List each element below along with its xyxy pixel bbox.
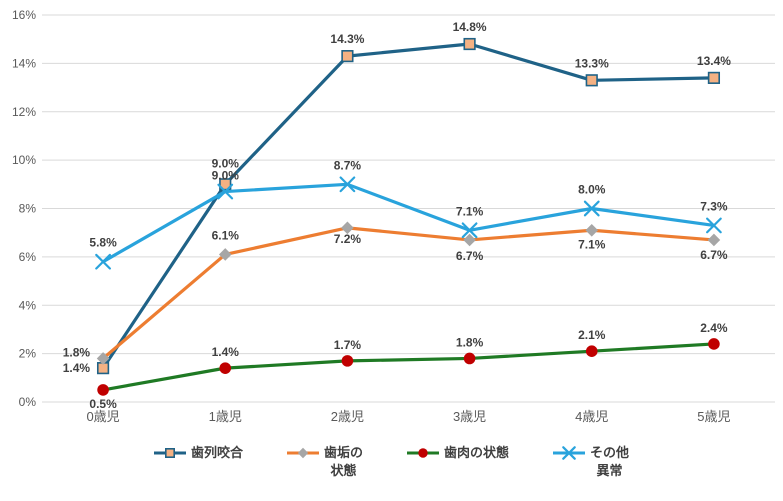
legend-x-marker-icon	[553, 446, 586, 465]
x-axis-labels: 0歳児 1歳児 2歳児 3歳児 4歳児 5歳児	[86, 409, 730, 424]
data-label: 1.7%	[334, 338, 362, 352]
data-label: 13.3%	[575, 56, 609, 70]
data-point-marker	[463, 233, 476, 247]
series-歯垢の状態	[96, 221, 721, 365]
series-その他異常	[95, 176, 722, 270]
data-point-marker	[707, 71, 721, 84]
line-chart: 0% 2% 4% 6% 8% 10% 12% 14% 16% 0歳児 1歳児 2歳児 3歳児 4歳児 5歳児…	[12, 8, 775, 424]
data-label: 5.8%	[89, 236, 117, 250]
data-labels: 1.4% 9.0% 14.3% 14.8% 13.3% 13.4% 1.8% 6.1% 7.2%…	[63, 20, 732, 411]
x-tick-label: 1歳児	[209, 409, 242, 424]
x-tick-label: 4歳児	[575, 409, 608, 424]
data-label: 7.2%	[334, 232, 362, 246]
data-label: 1.8%	[63, 345, 91, 359]
legend-diamond-marker-icon	[287, 446, 319, 465]
data-label: 8.0%	[578, 183, 606, 197]
data-point-marker	[463, 37, 476, 51]
series-line	[102, 342, 715, 392]
data-point-marker	[217, 183, 234, 200]
y-tick-label: 16%	[12, 8, 36, 22]
data-label: 1.4%	[212, 345, 240, 359]
data-point-marker	[585, 345, 598, 358]
y-tick-label: 2%	[19, 347, 37, 361]
data-point-marker	[461, 222, 478, 239]
data-point-marker	[707, 233, 721, 247]
series-line	[102, 182, 715, 264]
data-point-marker	[218, 248, 232, 261]
data-point-marker	[96, 352, 110, 365]
x-tick-label: 5歳児	[697, 409, 730, 424]
data-point-marker	[706, 217, 722, 234]
series-line	[102, 226, 715, 360]
x-tick-label: 3歳児	[453, 409, 486, 424]
legend-label-other: その他異常	[590, 445, 630, 479]
data-label: 1.4%	[63, 361, 91, 375]
data-point-marker	[585, 74, 598, 87]
y-tick-label: 8%	[19, 202, 37, 216]
data-point-marker	[583, 200, 600, 217]
data-label: 9.0%	[212, 156, 240, 170]
data-label: 14.8%	[453, 20, 487, 34]
y-axis-labels: 0% 2% 4% 6% 8% 10% 12% 14% 16%	[12, 8, 36, 409]
data-point-marker	[341, 50, 354, 63]
data-label: 1.8%	[456, 335, 484, 349]
y-tick-label: 0%	[19, 395, 37, 409]
data-point-marker	[708, 338, 720, 350]
series-line	[101, 42, 714, 370]
y-tick-label: 6%	[19, 250, 37, 264]
chart-legend: 歯列咬合 歯垢の状態 歯肉の状態 その他異常	[0, 444, 783, 480]
data-point-marker	[463, 352, 476, 365]
data-point-marker	[341, 355, 354, 367]
data-label: 7.3%	[700, 199, 728, 213]
data-label: 6.7%	[700, 248, 728, 262]
legend-item-occlusion: 歯列咬合	[153, 444, 243, 465]
x-tick-label: 2歳児	[331, 409, 364, 424]
data-label: 7.1%	[578, 237, 606, 251]
legend-label-occlusion: 歯列咬合	[190, 445, 243, 460]
data-point-marker	[95, 253, 111, 270]
data-point-marker	[219, 362, 232, 374]
data-label: 6.7%	[456, 249, 484, 263]
data-point-marker	[97, 384, 109, 396]
y-tick-label: 4%	[19, 298, 37, 312]
data-label: 6.1%	[212, 228, 240, 242]
x-tick-label: 0歳児	[86, 409, 119, 424]
data-label: 2.1%	[578, 328, 606, 342]
legend-label-gums: 歯肉の状態	[444, 445, 510, 460]
data-point-marker	[339, 176, 356, 193]
data-point-marker	[341, 221, 354, 235]
data-label: 0.5%	[89, 397, 117, 411]
data-point-marker	[585, 223, 599, 237]
y-tick-label: 14%	[12, 56, 36, 70]
data-label: 13.4%	[697, 54, 731, 68]
data-label: 2.4%	[700, 321, 728, 335]
data-point-marker	[219, 178, 232, 191]
legend-circle-marker-icon	[407, 446, 439, 465]
series-歯肉の状態	[97, 338, 720, 396]
legend-label-plaque: 歯垢の状態	[324, 445, 364, 479]
legend-square-marker-icon	[153, 446, 186, 465]
data-label: 9.0%	[212, 169, 240, 183]
y-tick-label: 12%	[12, 105, 36, 119]
data-label: 7.1%	[456, 204, 484, 218]
legend-item-gums: 歯肉の状態	[407, 444, 509, 465]
legend-item-plaque: 歯垢の状態	[287, 444, 363, 480]
data-label: 14.3%	[330, 32, 364, 46]
data-label: 8.7%	[334, 158, 362, 172]
y-tick-label: 10%	[12, 153, 36, 167]
legend-item-other: その他異常	[553, 444, 629, 480]
